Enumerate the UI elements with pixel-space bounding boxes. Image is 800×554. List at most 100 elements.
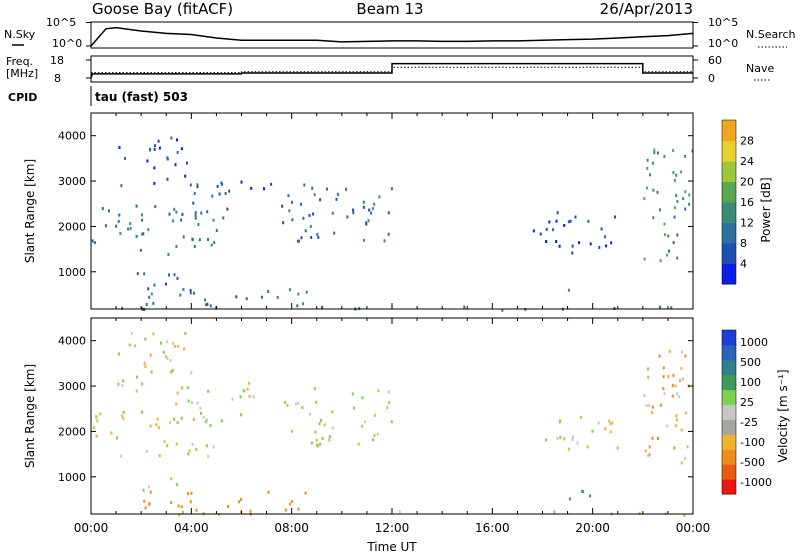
heatmap-cell	[178, 513, 181, 517]
heatmap-cell	[276, 295, 279, 299]
heatmap-cell	[144, 506, 147, 510]
heatmap-cell	[319, 198, 322, 202]
heatmap-cell	[118, 146, 121, 149]
heatmap-cell	[597, 421, 600, 425]
colorbar-tick-label: 1000	[740, 336, 768, 349]
heatmap-cell	[134, 344, 137, 348]
heatmap-cell	[210, 243, 213, 247]
heatmap-cell	[352, 208, 355, 212]
colorbar-tick-label: 500	[740, 356, 761, 369]
colorbar-segment	[722, 434, 736, 450]
heatmap-cell	[373, 434, 376, 438]
heatmap-cell	[316, 444, 319, 448]
heatmap-cell	[331, 410, 334, 414]
heatmap-cell	[680, 170, 683, 174]
colorbar-tick-label: 8	[740, 237, 747, 250]
heatmap-cell	[169, 359, 172, 362]
heatmap-cell	[663, 233, 666, 237]
heatmap-cell	[174, 163, 177, 167]
heatmap-cell	[643, 257, 646, 261]
heatmap-cell	[191, 400, 193, 404]
heatmap-cell	[209, 304, 212, 308]
heatmap-cell	[312, 212, 315, 216]
heatmap-cell	[180, 147, 183, 151]
x-tick-label: 00:00	[676, 521, 711, 535]
frequency-panel: Freq. [MHz] 18 8 60 0 Nave	[6, 54, 774, 85]
heatmap-cell	[121, 306, 124, 310]
heatmap-cell	[371, 207, 374, 211]
x-tick-label: 04:00	[174, 521, 209, 535]
heatmap-cell	[284, 400, 287, 404]
freq-left-label: Freq.	[6, 55, 33, 68]
heatmap-cell	[158, 146, 161, 150]
heatmap-cell	[193, 291, 195, 295]
heatmap-cell	[176, 391, 179, 395]
heatmap-cell	[296, 304, 299, 308]
heatmap-cell	[91, 239, 94, 243]
heatmap-cell	[362, 200, 365, 204]
heatmap-cell	[555, 219, 558, 223]
heatmap-cell	[181, 510, 184, 514]
heatmap-cell	[121, 414, 123, 418]
heatmap-cell	[376, 432, 379, 436]
heatmap-cell	[310, 236, 313, 239]
heatmap-cell	[190, 371, 193, 375]
heatmap-cell	[167, 252, 170, 256]
heatmap-cell	[190, 491, 193, 495]
heatmap-cell	[367, 219, 370, 223]
heatmap-cell	[117, 352, 120, 356]
heatmap-cell	[288, 209, 291, 213]
heatmap-cell	[357, 442, 360, 446]
heatmap-cell	[187, 399, 190, 403]
heatmap-cell	[609, 422, 612, 426]
heatmap-cell	[149, 490, 152, 494]
heatmap-cell	[373, 413, 376, 417]
heatmap-cell	[169, 421, 172, 424]
power-colorbar: 4 8 12 16 20 24 28	[721, 119, 754, 285]
heatmap-cell	[149, 424, 152, 428]
heatmap-cell	[149, 353, 152, 357]
heatmap-cell	[207, 238, 209, 241]
heatmap-cell	[193, 192, 196, 195]
heatmap-cell	[213, 241, 216, 244]
heatmap-cell	[311, 186, 314, 190]
noise-left-tick-top: 10^5	[46, 16, 76, 29]
heatmap-cell	[591, 429, 594, 433]
heatmap-cell	[144, 365, 147, 369]
colorbar-frame	[721, 329, 737, 495]
power-x-ticks	[90, 113, 694, 309]
frequency-series-line	[90, 62, 693, 79]
heatmap-cell	[671, 383, 674, 387]
heatmap-cell	[377, 389, 380, 393]
heatmap-cell	[296, 239, 299, 243]
heatmap-cell	[608, 419, 611, 423]
heatmap-cell	[387, 211, 390, 215]
heatmap-cell	[145, 303, 148, 306]
heatmap-cell	[667, 375, 670, 379]
heatmap-cell	[556, 437, 559, 440]
y-tick-label: 2000	[58, 220, 86, 233]
heatmap-cell	[688, 193, 691, 197]
heatmap-cell	[176, 276, 179, 280]
heatmap-cell	[672, 241, 675, 245]
heatmap-cell	[248, 395, 251, 398]
heatmap-cell	[129, 222, 132, 226]
heatmap-cell	[153, 148, 156, 151]
heatmap-cell	[361, 396, 364, 400]
heatmap-cell	[352, 211, 355, 215]
heatmap-cell	[674, 384, 677, 388]
heatmap-cell	[648, 404, 651, 408]
heatmap-cell	[313, 387, 316, 391]
heatmap-cell	[611, 421, 614, 425]
colorbar-segment	[722, 202, 736, 223]
heatmap-cell	[156, 417, 159, 421]
heatmap-cell	[149, 148, 152, 152]
velocity-colorbar: 1000 500 100 25 -25 -100 -500 -1000	[721, 329, 772, 495]
heatmap-cell	[209, 424, 212, 427]
heatmap-cell	[309, 224, 312, 228]
power-y-ticks: 1000 2000 3000 4000	[58, 130, 693, 279]
heatmap-cell	[686, 445, 689, 449]
heatmap-cell	[173, 273, 176, 277]
heatmap-cell	[186, 492, 189, 496]
heatmap-cell	[552, 228, 554, 232]
